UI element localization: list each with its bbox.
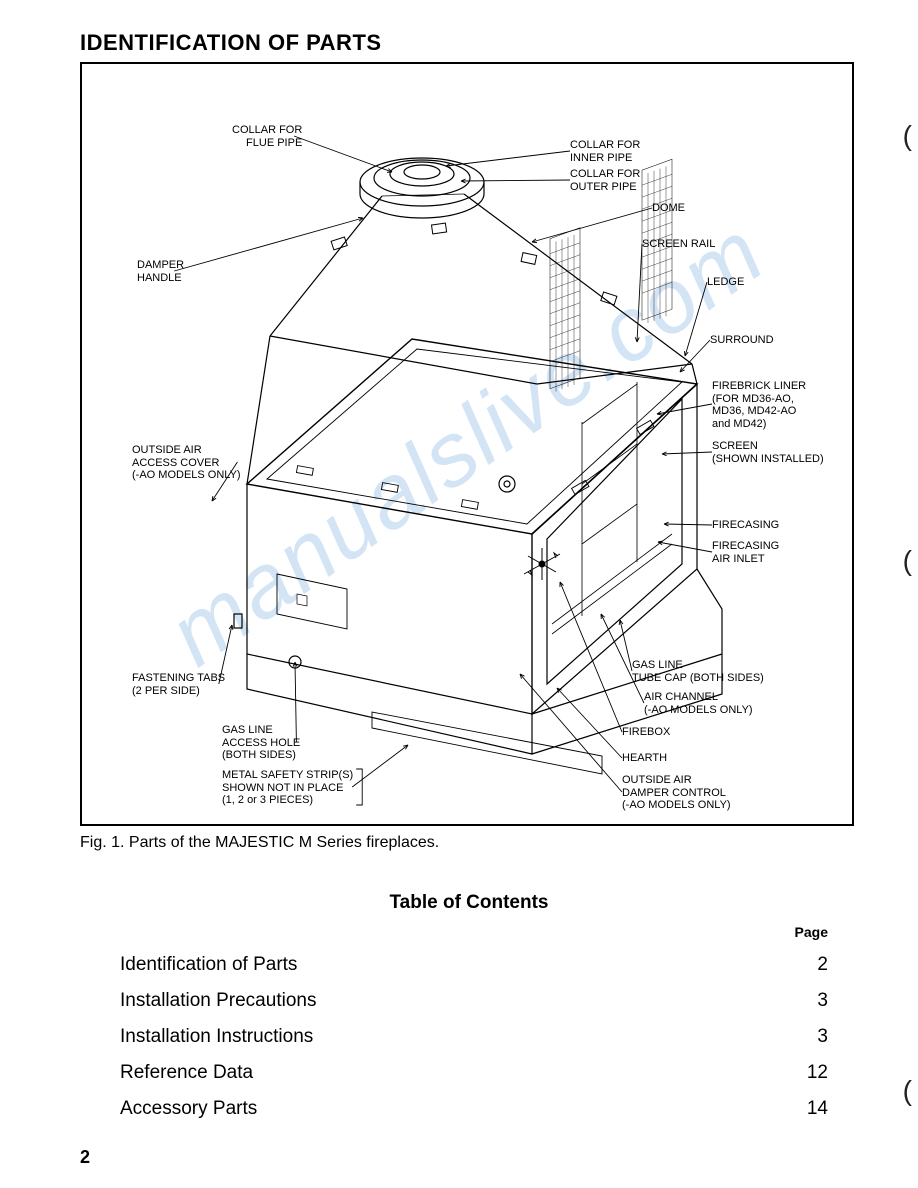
part-label: FIREBRICK LINER (FOR MD36-AO, MD36, MD42… xyxy=(712,380,806,431)
toc-item-page: 3 xyxy=(817,990,828,1012)
part-label: COLLAR FOR FLUE PIPE xyxy=(232,124,302,149)
toc-item-title: Accessory Parts xyxy=(120,1098,257,1120)
figure-caption: Fig. 1. Parts of the MAJESTIC M Series f… xyxy=(80,834,858,852)
scan-mark: ( xyxy=(903,545,912,577)
part-label: GAS LINE ACCESS HOLE (BOTH SIDES) xyxy=(222,724,300,762)
part-label: COLLAR FOR OUTER PIPE xyxy=(570,168,640,193)
page-number: 2 xyxy=(80,1147,90,1168)
toc-row: Identification of Parts 2 xyxy=(120,954,828,976)
part-label: FIRECASING xyxy=(712,519,779,532)
part-label: COLLAR FOR INNER PIPE xyxy=(570,139,640,164)
scan-mark: ( xyxy=(903,1075,912,1107)
toc-item-title: Installation Precautions xyxy=(120,990,316,1012)
parts-diagram: manualslive.com xyxy=(80,62,854,826)
part-label: FASTENING TABS (2 PER SIDE) xyxy=(132,672,225,697)
toc-item-page: 3 xyxy=(817,1026,828,1048)
part-label: SCREEN RAIL xyxy=(642,238,715,251)
part-label: AIR CHANNEL (-AO MODELS ONLY) xyxy=(644,691,753,716)
toc-row: Installation Instructions 3 xyxy=(120,1026,828,1048)
toc-item-title: Installation Instructions xyxy=(120,1026,313,1048)
part-label: METAL SAFETY STRIP(S) SHOWN NOT IN PLACE… xyxy=(222,769,353,807)
toc-item-page: 2 xyxy=(817,954,828,976)
toc-item-title: Reference Data xyxy=(120,1062,253,1084)
toc-page-col-header: Page xyxy=(80,924,828,940)
part-label: HEARTH xyxy=(622,752,667,765)
toc-item-page: 12 xyxy=(807,1062,828,1084)
toc-title: Table of Contents xyxy=(80,892,858,914)
part-label: FIREBOX xyxy=(622,726,670,739)
part-label: DOME xyxy=(652,202,685,215)
part-label: OUTSIDE AIR DAMPER CONTROL (-AO MODELS O… xyxy=(622,774,731,812)
part-label: DAMPER HANDLE xyxy=(137,259,184,284)
part-label: SCREEN (SHOWN INSTALLED) xyxy=(712,440,824,465)
part-label: SURROUND xyxy=(710,334,774,347)
part-label: LEDGE xyxy=(707,276,744,289)
toc-row: Reference Data 12 xyxy=(120,1062,828,1084)
part-label: OUTSIDE AIR ACCESS COVER (-AO MODELS ONL… xyxy=(132,444,241,482)
toc-item-title: Identification of Parts xyxy=(120,954,297,976)
table-of-contents: Identification of Parts 2 Installation P… xyxy=(120,954,828,1120)
scan-mark: ( xyxy=(903,120,912,152)
toc-row: Installation Precautions 3 xyxy=(120,990,828,1012)
part-label: FIRECASING AIR INLET xyxy=(712,540,779,565)
part-label: GAS LINE TUBE CAP (BOTH SIDES) xyxy=(632,659,764,684)
toc-row: Accessory Parts 14 xyxy=(120,1098,828,1120)
page-heading: IDENTIFICATION OF PARTS xyxy=(80,30,858,56)
toc-item-page: 14 xyxy=(807,1098,828,1120)
